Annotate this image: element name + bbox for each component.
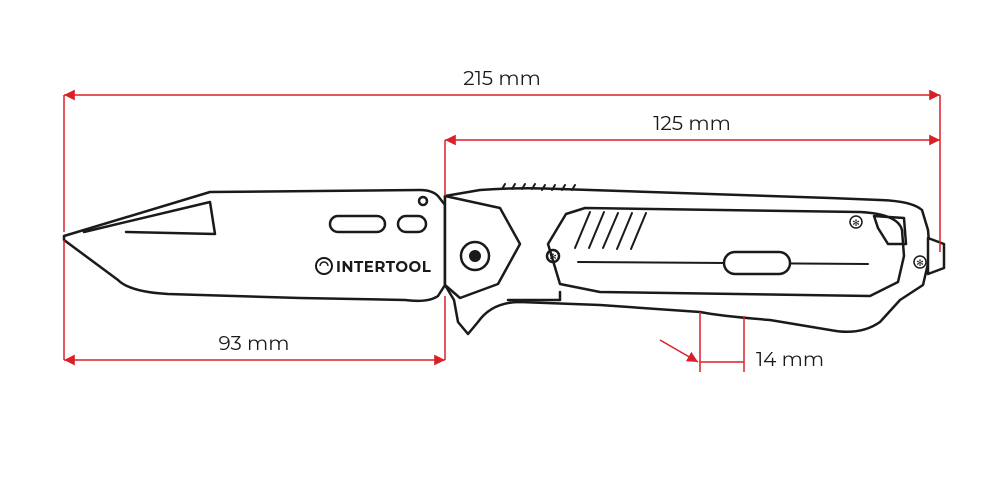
glass-breaker <box>928 238 944 274</box>
handle-lozenge <box>724 252 790 274</box>
knife-outline: ✻ ✻ ✻ <box>64 184 944 334</box>
dimension-diagram: ✻ ✻ ✻ <box>0 0 990 500</box>
blade-slot <box>330 216 385 232</box>
svg-text:✻: ✻ <box>916 258 924 269</box>
dim-blade-label: 93 mm <box>219 332 290 356</box>
svg-text:✻: ✻ <box>852 218 860 229</box>
dim-thick-a <box>660 340 698 362</box>
dim-handle-label: 125 mm <box>653 112 731 136</box>
pivot-screw-inner <box>469 250 481 262</box>
lanyard-hole <box>419 197 427 205</box>
dim-thick-label: 14 mm <box>756 348 824 372</box>
blade-slot <box>398 216 426 232</box>
dim-overall-label: 215 mm <box>463 67 541 91</box>
blade <box>64 190 445 301</box>
brand-label: INTERTOOL <box>336 257 431 276</box>
